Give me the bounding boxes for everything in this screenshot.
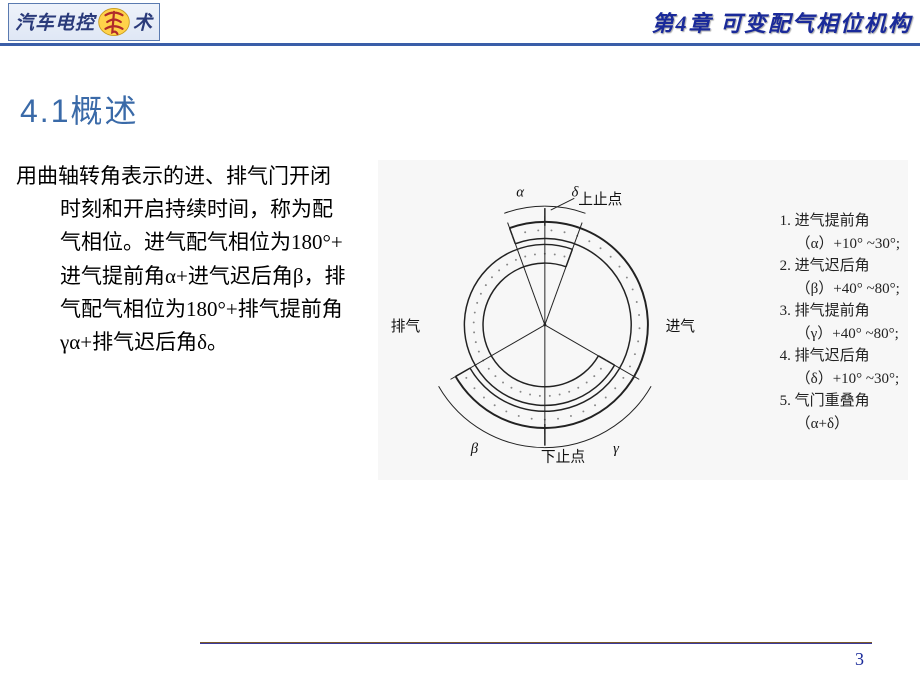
svg-text:进气: 进气 bbox=[666, 318, 696, 335]
legend-formula: （α+δ） bbox=[780, 413, 900, 436]
legend-item: 4. 排气迟后角 bbox=[780, 345, 900, 368]
legend-formula: （δ）+10° ~30°; bbox=[780, 368, 900, 391]
tech-calligraphy-icon bbox=[97, 5, 131, 39]
svg-text:β: β bbox=[470, 441, 479, 457]
legend-formula: （α）+10° ~30°; bbox=[780, 233, 900, 256]
svg-text:下止点: 下止点 bbox=[541, 448, 585, 465]
body-paragraph: 用曲轴转角表示的进、排气门开闭 时刻和开启持续时间，称为配 气相位。进气配气相位… bbox=[12, 160, 372, 480]
svg-text:γ: γ bbox=[613, 441, 620, 457]
logo-text-right: 术 bbox=[133, 8, 153, 35]
legend-item: 2. 进气迟后角 bbox=[780, 255, 900, 278]
content-row: 用曲轴转角表示的进、排气门开闭 时刻和开启持续时间，称为配 气相位。进气配气相位… bbox=[0, 160, 920, 480]
logo-text-left: 汽车电控 bbox=[15, 8, 95, 35]
legend-formula: （γ）+40° ~80°; bbox=[780, 323, 900, 346]
slide-header: 汽车电控 术 第4章 可变配气相位机构 bbox=[0, 0, 920, 46]
legend-item: 5. 气门重叠角 bbox=[780, 390, 900, 413]
logo-box: 汽车电控 术 bbox=[8, 3, 160, 41]
legend-item: 1. 进气提前角 bbox=[780, 210, 900, 233]
body-line: 气配气相位为180°+排气提前角 bbox=[16, 293, 372, 326]
body-line: γα+排气迟后角δ。 bbox=[16, 326, 372, 359]
page-number: 3 bbox=[855, 649, 864, 670]
legend-item: 3. 排气提前角 bbox=[780, 300, 900, 323]
chapter-title: 第4章 可变配气相位机构 bbox=[651, 6, 912, 38]
diagram-legend: 1. 进气提前角（α）+10° ~30°;2. 进气迟后角（β）+40° ~80… bbox=[780, 210, 900, 435]
body-line: 时刻和开启持续时间，称为配 bbox=[16, 193, 372, 226]
body-line: 气相位。进气配气相位为180°+ bbox=[16, 226, 372, 259]
valve-timing-diagram: αδβγ进气排气上止点下止点 1. 进气提前角（α）+10° ~30°;2. 进… bbox=[378, 160, 908, 480]
section-title: 4.1概述 bbox=[20, 86, 920, 132]
body-line: 用曲轴转角表示的进、排气门开闭 bbox=[16, 164, 331, 188]
body-line: 进气提前角α+进气迟后角β，排 bbox=[16, 260, 372, 293]
legend-formula: （β）+40° ~80°; bbox=[780, 278, 900, 301]
svg-text:上止点: 上止点 bbox=[578, 191, 622, 208]
footer-divider bbox=[200, 642, 872, 644]
svg-text:α: α bbox=[516, 184, 524, 200]
svg-text:排气: 排气 bbox=[391, 318, 421, 335]
